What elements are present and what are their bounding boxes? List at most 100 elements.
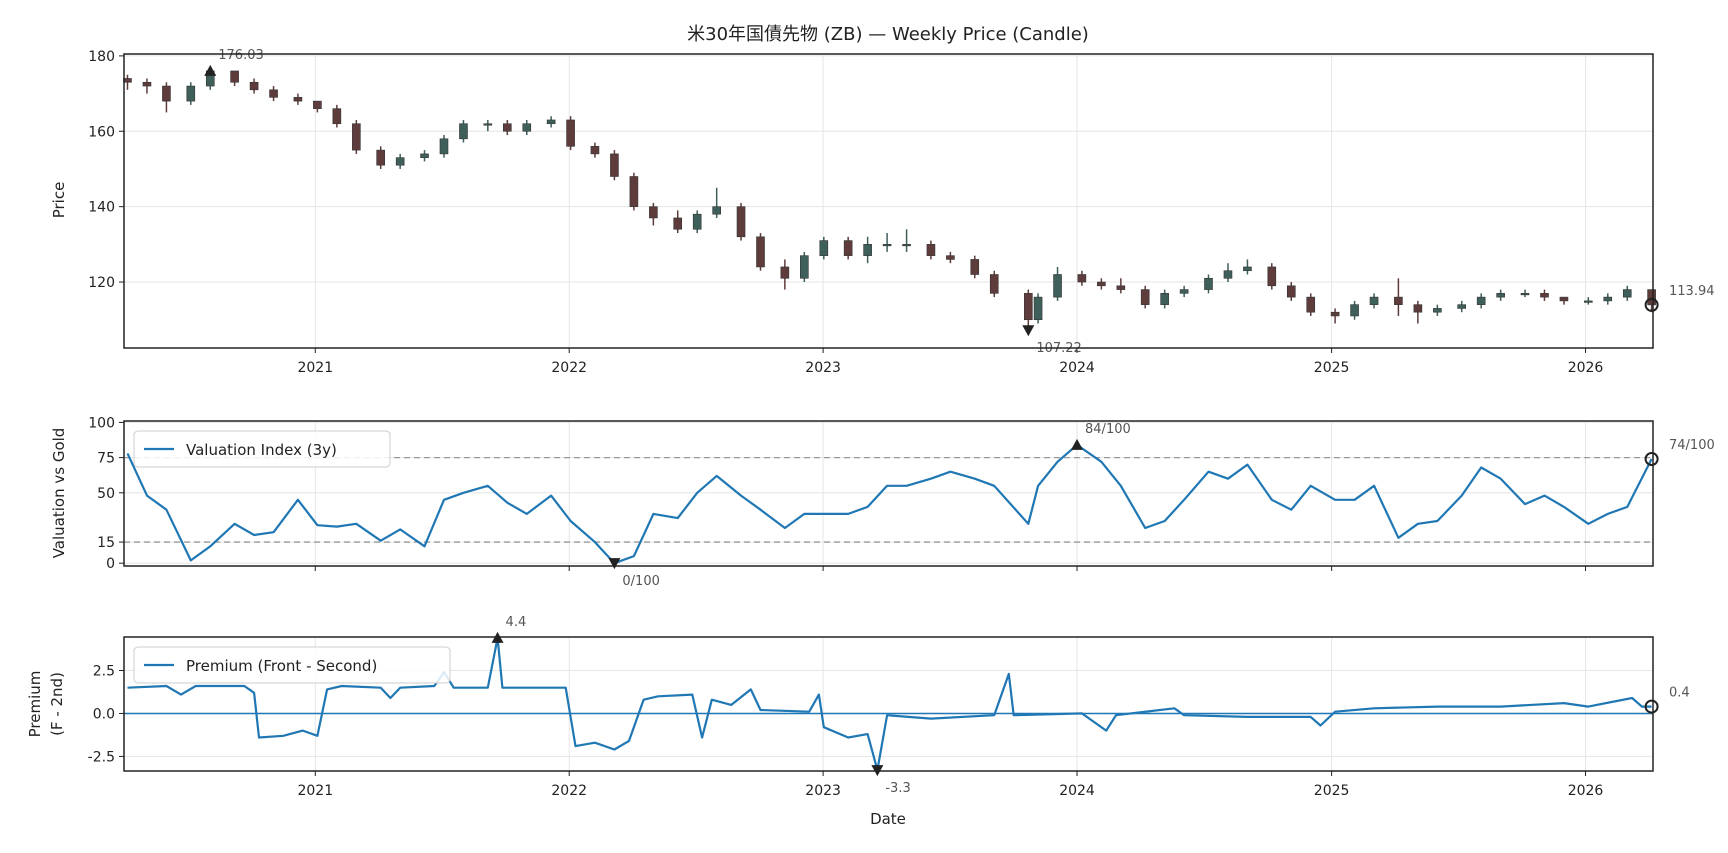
- y-tick-label: 15: [97, 535, 115, 551]
- x-tick-label: 2024: [1059, 783, 1095, 799]
- candle-body: [1204, 277, 1213, 290]
- candle-body: [142, 81, 152, 87]
- candle-body: [269, 89, 278, 98]
- candle-body: [439, 138, 449, 155]
- candle-body: [230, 70, 239, 83]
- y-tick-label: 160: [88, 124, 115, 140]
- valuation-panel: 0 15 50 75 100 84/100 0/100 74/100 Valuation Ind…: [88, 415, 1714, 589]
- y-tick-label: 120: [88, 275, 115, 291]
- candle-body: [1394, 296, 1403, 305]
- y-axis-label-price: Price: [50, 182, 68, 219]
- x-tick-label: 2021: [297, 360, 333, 376]
- min-marker: [1022, 325, 1035, 337]
- candle-body: [863, 244, 872, 256]
- candle-body: [1496, 293, 1505, 298]
- series-line: [127, 636, 1652, 772]
- series-line: [126, 443, 1653, 565]
- x-tick-label: 2023: [805, 360, 841, 376]
- legend-label: Premium (Front - Second): [186, 657, 377, 675]
- candle-body: [610, 153, 619, 177]
- candle-body: [756, 236, 765, 268]
- candle-body: [819, 240, 829, 256]
- max-label: 176.03: [218, 48, 264, 63]
- candle-body: [1243, 266, 1252, 272]
- y-tick-label: 140: [88, 200, 115, 216]
- x-tick-label: 2022: [551, 783, 587, 799]
- candle-body: [546, 119, 556, 125]
- min-label: -3.3: [885, 781, 910, 796]
- candle-body: [1033, 296, 1043, 321]
- y-axis-label-valuation: Valuation vs Gold: [50, 428, 68, 559]
- axes-frame: [123, 420, 1654, 567]
- candle-body: [352, 123, 361, 151]
- legend-label: Valuation Index (3y): [186, 441, 337, 459]
- candle-body: [1116, 285, 1126, 290]
- candle-body: [1622, 289, 1632, 298]
- candle-body: [1350, 304, 1359, 317]
- candle-body: [780, 266, 790, 279]
- candle-body: [629, 176, 639, 207]
- legend-box: [133, 646, 451, 684]
- y-tick-label: 50: [97, 486, 115, 502]
- candle-body: [1330, 311, 1340, 317]
- candle-body: [376, 149, 385, 166]
- candle-body: [1559, 296, 1569, 302]
- candle-body: [1476, 296, 1486, 305]
- last-value-label: 113.94: [1669, 284, 1715, 299]
- max-marker: [1071, 438, 1084, 450]
- candle-body: [1160, 293, 1169, 305]
- y-tick-label: 0.0: [93, 706, 115, 722]
- candle-body: [249, 81, 259, 91]
- candle-body: [1457, 304, 1467, 309]
- candle-body: [332, 108, 342, 125]
- y-tick-label: 180: [88, 49, 115, 65]
- candle-body: [293, 97, 303, 102]
- chart-title: 米30年国債先物 (ZB) — Weekly Price (Candle): [687, 24, 1089, 45]
- x-tick-label: 2025: [1314, 783, 1350, 799]
- candle-body: [712, 206, 721, 215]
- last-value-label: 74/100: [1669, 438, 1715, 453]
- candle-body: [420, 153, 429, 158]
- candle-body: [882, 244, 892, 247]
- candle-body: [1369, 296, 1379, 305]
- candle-body: [736, 206, 746, 238]
- min-marker: [608, 558, 621, 570]
- candle-body: [1179, 289, 1189, 294]
- candle-body: [673, 217, 683, 230]
- last-value-marker: [1644, 452, 1659, 467]
- candle-body: [1647, 289, 1656, 306]
- x-tick-label: 2025: [1314, 360, 1350, 376]
- candle-body: [502, 123, 512, 132]
- candle-body: [692, 213, 702, 230]
- candle-body: [483, 123, 493, 126]
- candle-body: [1286, 285, 1296, 298]
- y-tick-label: 75: [97, 451, 115, 467]
- y-tick-label: 2.5: [93, 664, 115, 680]
- y-axis-label-premium-line2: (F - 2nd): [48, 672, 66, 736]
- candle-body: [1584, 300, 1593, 303]
- x-tick-label: 2022: [551, 360, 587, 376]
- candle-body: [1267, 266, 1277, 287]
- candle-body: [902, 244, 911, 247]
- candle-body: [1413, 304, 1423, 313]
- x-tick-label: 2024: [1059, 360, 1095, 376]
- max-marker: [204, 64, 217, 76]
- x-tick-label: 2021: [297, 783, 333, 799]
- y-tick-label: -2.5: [88, 749, 115, 765]
- last-value-marker: [1644, 699, 1659, 714]
- candle-body: [1433, 308, 1442, 313]
- axes-frame: [123, 53, 1654, 349]
- max-label: 84/100: [1085, 422, 1131, 437]
- candle-body: [1306, 296, 1316, 313]
- candle-body: [1223, 270, 1233, 279]
- candle-body: [649, 206, 658, 219]
- legend-box: [133, 430, 391, 468]
- candle-body: [1024, 293, 1033, 321]
- candle-body: [1603, 296, 1613, 302]
- candle-body: [1140, 289, 1150, 305]
- candle-body: [395, 157, 405, 166]
- candle-body: [162, 85, 171, 102]
- y-axis-label-premium-line1: Premium: [26, 671, 44, 738]
- candle-body: [186, 85, 196, 102]
